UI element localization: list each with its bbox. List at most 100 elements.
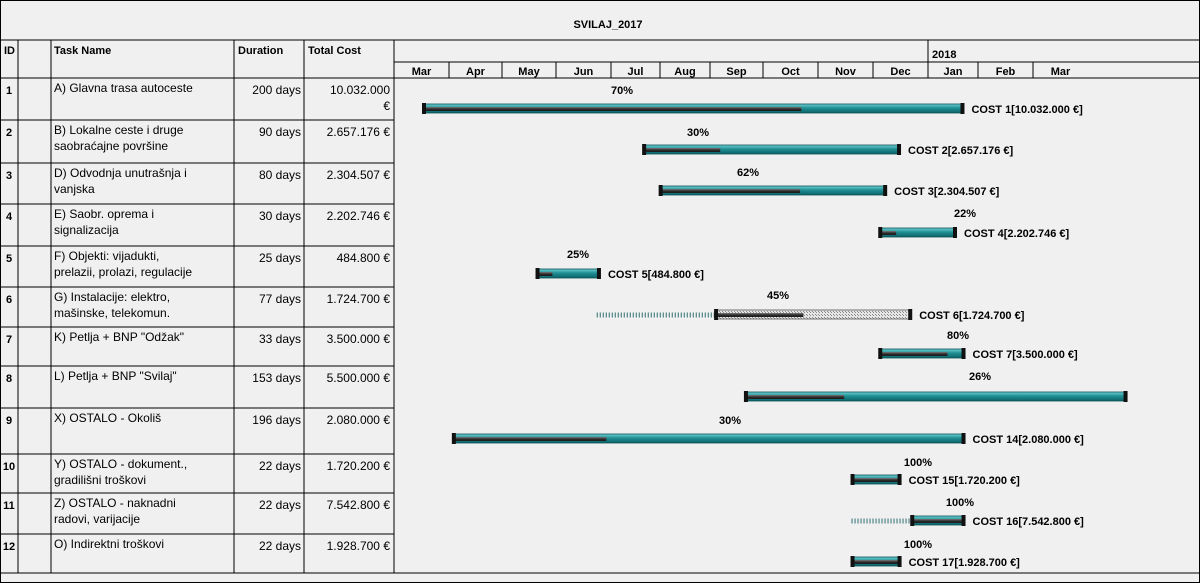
task-cost: 1.928.700 € (327, 539, 391, 553)
task-duration: 22 days (259, 539, 301, 553)
task-cost-label: COST 14[2.080.000 €] (973, 434, 1085, 446)
task-cost-label: COST 2[2.657.176 €] (908, 145, 1014, 157)
task-name: Z) OSTALO - naknadni (54, 496, 176, 510)
table-row[interactable]: 12 O) Indirektni troškovi 22 days 1.928.700… (3, 537, 390, 553)
task-name: Y) OSTALO - dokument., (54, 457, 187, 471)
task-bar[interactable]: 22% COST 4[2.202.746 €] (878, 208, 1070, 240)
chart-title: SVILAJ_2017 (573, 19, 642, 31)
task-id: 4 (6, 211, 13, 223)
timeline-year: 2018 (932, 49, 956, 61)
task-id: 1 (6, 85, 12, 97)
task-bar[interactable]: 62% COST 3[2.304.507 €] (658, 167, 1000, 198)
task-progress (851, 560, 901, 564)
task-bar[interactable]: 30% COST 2[2.657.176 €] (642, 127, 1014, 157)
task-rows: 1 A) Glavna trasa autoceste 200 days 10.032… (3, 81, 390, 553)
task-percent-label: 22% (954, 208, 976, 220)
task-bar[interactable]: 26% (743, 371, 1128, 402)
task-name: K) Petlja + BNP "Odžak" (54, 330, 184, 344)
task-duration: 22 days (259, 459, 301, 473)
task-duration: 30 days (259, 209, 301, 223)
task-bar[interactable]: 25% COST 5[484.800 €] (535, 249, 705, 281)
table-row[interactable]: 4 E) Saobr. oprema i signalizacija 30 days 2… (6, 207, 390, 237)
task-bar-start-cap (642, 144, 647, 155)
task-percent-label: 26% (969, 371, 991, 383)
task-percent-label: 70% (611, 85, 633, 97)
task-percent-label: 100% (946, 497, 974, 509)
task-bar[interactable]: 45% COST 6[1.724.700 €] (596, 290, 1025, 322)
table-row[interactable]: 6 G) Instalacije: elektro, mašinske, telek… (6, 290, 390, 320)
task-id: 8 (6, 373, 12, 385)
task-percent-label: 100% (904, 457, 932, 469)
table-row[interactable]: 11 Z) OSTALO - naknadni radovi, varijacije… (3, 496, 390, 526)
table-row[interactable]: 2 B) Lokalne ceste i druge saobraćajne pov… (6, 123, 390, 153)
task-progress (879, 352, 948, 356)
table-row[interactable]: 10 Y) OSTALO - dokument., gradilišni trošk… (3, 457, 390, 487)
table-row[interactable]: 1 A) Glavna trasa autoceste 200 days 10.032… (6, 81, 390, 113)
task-percent-label: 45% (767, 290, 789, 302)
task-cost: 484.800 € (337, 251, 391, 265)
task-duration: 80 days (259, 168, 301, 182)
task-bar-end-cap (596, 268, 601, 279)
task-name: O) Indirektni troškovi (54, 537, 164, 551)
table-row[interactable]: 8 L) Petlja + BNP "Svilaj" 153 days 5.500.0… (6, 369, 390, 385)
table-header: ID Task Name Duration Total Cost (4, 45, 361, 57)
timeline-month: Oct (781, 66, 800, 78)
task-bar-start-cap (878, 227, 883, 238)
task-bar-end-cap (961, 433, 966, 444)
task-bar-start-cap (535, 268, 540, 279)
task-cost-label: COST 15[1.720.200 €] (909, 475, 1021, 487)
task-bar-start-cap (451, 433, 456, 444)
task-progress (911, 519, 965, 523)
task-bar[interactable]: 80% COST 7[3.500.000 €] (878, 330, 1078, 361)
table-row[interactable]: 7 K) Petlja + BNP "Odžak" 33 days 3.500.000… (6, 330, 390, 346)
task-cost: 2.304.507 € (327, 168, 391, 182)
table-row[interactable]: 3 D) Odvodnja unutrašnja i vanjska 80 days 2… (6, 166, 390, 196)
task-id: 9 (6, 415, 12, 427)
header-task-name: Task Name (54, 45, 111, 57)
timeline-month: May (518, 66, 540, 78)
task-bar-start-cap (850, 556, 855, 567)
task-id: 2 (6, 127, 12, 139)
task-cost: 2.202.746 € (327, 209, 391, 223)
task-duration: 77 days (259, 292, 301, 306)
task-cost-label: COST 4[2.202.746 €] (964, 228, 1070, 240)
task-cost-label: COST 3[2.304.507 €] (894, 186, 1000, 198)
header-duration: Duration (238, 45, 284, 57)
task-cost-label: COST 5[484.800 €] (608, 269, 704, 281)
task-id: 12 (3, 541, 15, 553)
task-cost: 1.720.200 € (327, 459, 391, 473)
task-bar[interactable]: 30% COST 14[2.080.000 €] (451, 415, 1085, 446)
task-id: 6 (6, 294, 12, 306)
task-bar-start-cap (910, 515, 915, 526)
task-bar-end-cap (897, 556, 902, 567)
timeline-months: 2018 Mar Apr May Jun Jul Aug Sep Oct Nov Dec Jan Feb… (412, 40, 1071, 78)
task-duration: 33 days (259, 332, 301, 346)
task-bar-start-cap (658, 185, 663, 196)
timeline-month: Feb (996, 66, 1016, 78)
task-duration: 22 days (259, 498, 301, 512)
task-bar[interactable]: 100% COST 15[1.720.200 €] (850, 457, 1021, 487)
task-percent-label: 62% (737, 167, 759, 179)
task-progress (423, 107, 802, 111)
task-id: 3 (6, 170, 12, 182)
task-duration: 25 days (259, 251, 301, 265)
task-bar[interactable]: 100% COST 17[1.928.700 €] (850, 539, 1021, 569)
timeline-month: Sep (726, 66, 746, 78)
task-id: 10 (3, 461, 15, 473)
task-bar[interactable]: 100% COST 16[7.542.800 €] (851, 497, 1085, 528)
table-row[interactable]: 5 F) Objekti: vijadukti, prelazii, prolazi… (6, 249, 390, 279)
table-row[interactable]: 9 X) OSTALO - Okoliš 196 days 2.080.000 € (6, 411, 390, 427)
task-cost-label: COST 6[1.724.700 €] (919, 310, 1025, 322)
task-duration: 90 days (259, 125, 301, 139)
task-bar[interactable]: 70% COST 1[10.032.000 €] (422, 85, 1083, 116)
task-name-line2: mašinske, telekomun. (54, 306, 170, 320)
task-name-line2: gradilišni troškovi (54, 473, 146, 487)
task-cost-label: COST 7[3.500.000 €] (973, 349, 1079, 361)
task-name: L) Petlja + BNP "Svilaj" (54, 369, 177, 383)
task-progress (643, 148, 721, 152)
timeline-month: Mar (1051, 66, 1071, 78)
task-name-line2: saobraćajne površine (54, 139, 168, 153)
task-progress (715, 313, 804, 317)
